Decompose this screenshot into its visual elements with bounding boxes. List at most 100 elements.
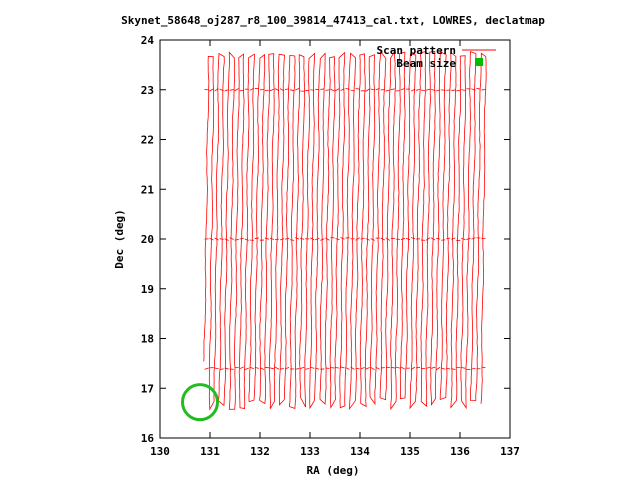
chart-title: Skynet_58648_oj287_r8_100_39814_47413_ca… xyxy=(121,14,545,27)
scan-band-segment xyxy=(204,367,209,370)
scan-band-segment xyxy=(471,237,476,240)
scan-band-segment xyxy=(456,89,461,92)
scan-band-segment xyxy=(264,89,270,92)
scan-band-segment xyxy=(410,237,416,240)
scan-pattern-layer xyxy=(203,50,487,411)
scan-band-segment xyxy=(451,237,456,240)
y-tick-label: 24 xyxy=(141,34,155,47)
y-tick-label: 16 xyxy=(141,432,155,445)
scan-band-segment xyxy=(441,367,446,370)
scan-band-segment xyxy=(290,239,295,241)
scan-band-segment xyxy=(320,238,325,241)
scan-band-segment xyxy=(451,368,456,370)
scan-band-segment xyxy=(365,88,370,92)
y-tick-label: 20 xyxy=(141,233,154,246)
scan-band-segment xyxy=(244,367,249,371)
scan-band-segment xyxy=(345,367,350,370)
scan-band-segment xyxy=(315,237,320,241)
scan-band-segment xyxy=(420,89,426,92)
scan-band-segment xyxy=(269,367,275,370)
scan-band-segment xyxy=(430,237,436,241)
scan-band-segment xyxy=(390,366,395,369)
scan-band-segment xyxy=(365,367,370,370)
legend-label-scan-pattern: Scan pattern xyxy=(377,44,456,57)
y-tick-label: 17 xyxy=(141,382,154,395)
beam-size-circle xyxy=(181,383,219,422)
scan-band-segment xyxy=(214,88,219,92)
scan-band-segment xyxy=(431,366,436,369)
scan-band-segment xyxy=(295,368,300,370)
scan-band-segment xyxy=(290,89,295,92)
x-tick-label: 130 xyxy=(150,445,170,458)
scan-band-segment xyxy=(370,238,375,241)
scan-band-segment xyxy=(395,366,400,369)
scan-band-segment xyxy=(446,237,451,240)
scan-band-segment xyxy=(461,89,466,91)
scan-band-segment xyxy=(264,237,270,240)
scan-band-segment xyxy=(234,238,239,241)
scan-band-segment xyxy=(219,368,224,371)
x-tick-label: 136 xyxy=(450,445,470,458)
scan-band-segment xyxy=(471,88,476,91)
y-tick-label: 19 xyxy=(141,283,154,296)
scan-band-segment xyxy=(436,89,441,92)
scan-band-segment xyxy=(325,237,330,241)
scan-band-segment xyxy=(284,238,290,240)
scan-band-segment xyxy=(350,89,355,92)
scan-band-segment xyxy=(274,88,280,92)
scan-band-segment xyxy=(370,88,375,91)
scan-band-segment xyxy=(249,88,255,91)
scan-band-segment xyxy=(355,367,360,370)
scan-band-segment xyxy=(400,87,406,91)
y-tick-label: 21 xyxy=(141,183,155,196)
scan-band-segment xyxy=(310,366,315,369)
scan-band-segment xyxy=(375,88,380,91)
scan-band-segment xyxy=(385,89,390,92)
scan-band-segment xyxy=(380,237,385,241)
x-tick-label: 133 xyxy=(300,445,320,458)
scan-band-segment xyxy=(436,237,441,240)
x-tick-label: 135 xyxy=(400,445,420,458)
scan-band-segment xyxy=(224,367,229,370)
x-axis-label: RA (deg) xyxy=(307,464,360,477)
scan-band-segment xyxy=(219,88,224,92)
scan-band-segment xyxy=(330,88,335,92)
scan-band-segment xyxy=(340,88,345,91)
scan-band-segment xyxy=(400,237,406,240)
scan-band-segment xyxy=(214,237,219,241)
scan-band-segment xyxy=(355,237,360,241)
scan-band-segment xyxy=(209,88,214,92)
scan-band-segment xyxy=(229,89,234,91)
scan-band-segment xyxy=(425,237,431,241)
scan-band-segment xyxy=(274,238,280,241)
scan-band-segment xyxy=(239,237,244,240)
scan-band-segment xyxy=(375,366,380,370)
scan-band-segment xyxy=(410,366,416,370)
scan-band-segment xyxy=(254,366,259,369)
scan-band-segment xyxy=(295,237,300,240)
scan-band-segment xyxy=(360,367,365,370)
scan-band-segment xyxy=(355,88,360,90)
scan-band-segment xyxy=(441,89,446,91)
scan-band-segment xyxy=(269,237,275,240)
scan-band-segment xyxy=(461,238,466,240)
scan-band-segment xyxy=(410,88,416,92)
x-tick-label: 134 xyxy=(350,445,370,458)
scan-band-segment xyxy=(370,367,375,371)
scan-band-segment xyxy=(279,88,285,92)
scan-band-segment xyxy=(310,237,315,241)
scan-band-segment xyxy=(249,366,254,370)
scan-band-segment xyxy=(219,238,224,240)
scan-band-segment xyxy=(254,237,259,239)
scan-band-segment xyxy=(431,88,436,91)
x-tick-label: 131 xyxy=(200,445,220,458)
scan-band-segment xyxy=(315,88,320,91)
x-axis: 130 131 132 133 134 135 136 137 xyxy=(150,40,520,458)
y-tick-label: 18 xyxy=(141,333,154,346)
scan-band-segment xyxy=(461,367,466,369)
scan-band-segment xyxy=(425,366,431,369)
scan-band-segment xyxy=(350,366,355,370)
scan-band-segment xyxy=(274,366,280,370)
